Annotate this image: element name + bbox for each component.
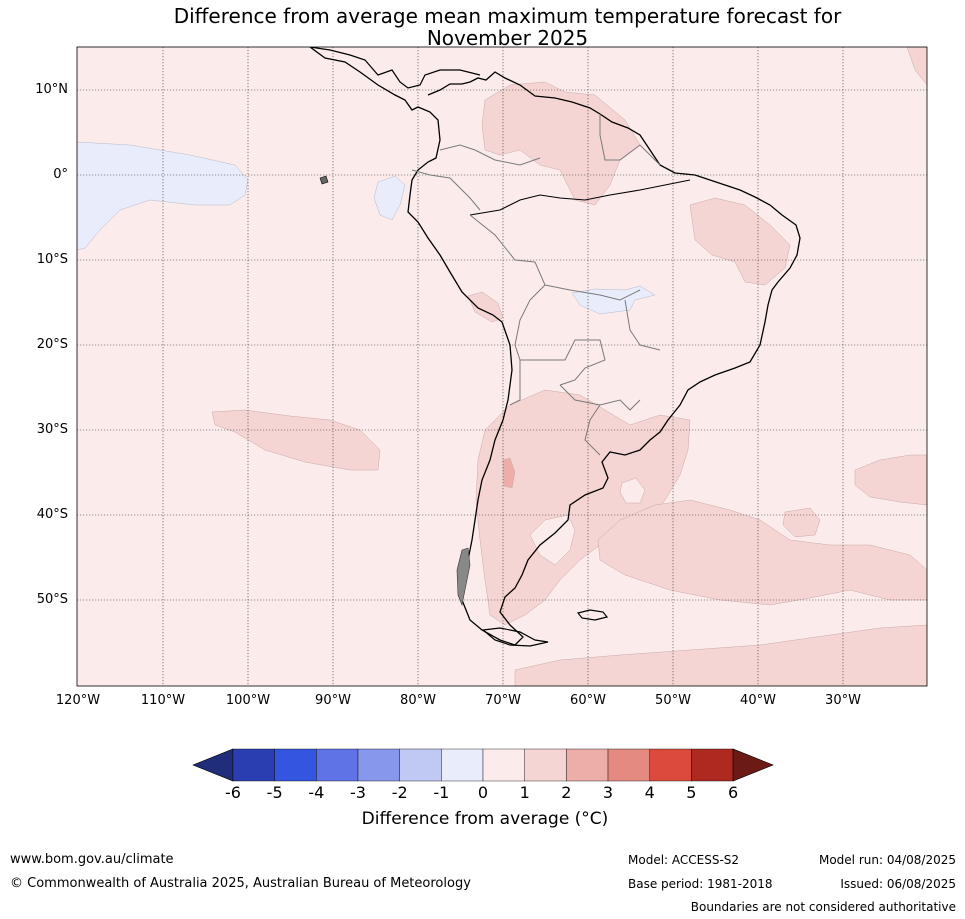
- colorbar-swatch: [524, 748, 567, 782]
- colorbar-swatch: [274, 748, 317, 782]
- colorbar-tick-label: 1: [519, 783, 530, 802]
- coastline-central-america: [309, 47, 481, 89]
- map-frame: [76, 46, 928, 687]
- colorbar-swatch: [357, 748, 400, 782]
- colorbar-tick-label: 5: [686, 783, 697, 802]
- lon-label-50w: 50°W: [655, 693, 691, 708]
- amazon-river: [469, 179, 691, 216]
- anomaly-region-warm-ne-corner: [906, 47, 927, 86]
- anomaly-region-warm-southern-ocean: [514, 624, 927, 686]
- colorbar-swatch: [232, 748, 275, 782]
- colorbar-tick-label: -2: [391, 783, 408, 802]
- anomaly-region-neutral-uruguay: [619, 477, 646, 504]
- anomaly-region-neutral-patagonia-east: [529, 514, 576, 566]
- lat-label-20s: 20°S: [36, 337, 68, 352]
- colorbar-extend-low: [192, 748, 234, 782]
- colorbar-tick-label: 3: [602, 783, 614, 802]
- country-boundaries: [411, 114, 661, 456]
- model-text: Model: ACCESS-S2: [628, 853, 740, 867]
- anomaly-region-warm-south-atlantic: [597, 499, 927, 606]
- colorbar-tick-label: -6: [225, 783, 241, 802]
- tierra-del-fuego: [481, 627, 549, 647]
- colorbar-tick-label: 6: [727, 783, 739, 802]
- colorbar-extend-high: [732, 748, 774, 782]
- anomaly-region-warm-pacific-30s: [211, 409, 381, 471]
- colorbar-swatches: [192, 748, 774, 782]
- anomaly-region-warm-venezuela: [481, 81, 641, 206]
- map-title: Difference from average mean maximum tem…: [0, 5, 965, 49]
- anomaly-region-cool-pacific: [77, 141, 249, 251]
- lat-label-10s: 10°S: [36, 252, 68, 267]
- colorbar-tick-label: -5: [266, 783, 283, 802]
- colorbar-swatch: [441, 748, 484, 782]
- colorbar-tick-label: -1: [433, 783, 450, 802]
- anomaly-region-warm-atlantic-42s: [782, 507, 821, 538]
- lat-label-50s: 50°S: [36, 592, 68, 607]
- galapagos-islands: [319, 175, 329, 185]
- colorbar-swatch: [649, 748, 692, 782]
- lat-label-0: 0°: [53, 167, 68, 182]
- lat-label-30s: 30°S: [36, 422, 68, 437]
- lon-label-90w: 90°W: [315, 693, 351, 708]
- anomaly-region-warm-brazil-ne: [689, 197, 791, 286]
- colorbar-tick-label: 4: [644, 783, 655, 802]
- colorbar-swatch: [316, 748, 359, 782]
- colorbar-swatch: [691, 748, 734, 782]
- colorbar-tick-label: 2: [561, 783, 572, 802]
- title-line-1: Difference from average mean maximum tem…: [173, 4, 842, 28]
- lon-label-120w: 120°W: [55, 693, 101, 708]
- colorbar-swatch: [482, 748, 525, 782]
- falkland-islands: [576, 609, 609, 621]
- lon-label-30w: 30°W: [825, 693, 861, 708]
- colorbar-label: Difference from average (°C): [361, 809, 609, 829]
- coastline-south-america: [309, 47, 801, 646]
- chile-archipelago: [456, 547, 471, 607]
- model-run-text: Model run: 04/08/2025: [818, 853, 956, 867]
- colorbar-tick-label: 0: [477, 783, 489, 802]
- lat-label-10n: 10°N: [35, 82, 68, 97]
- lon-label-100w: 100°W: [225, 693, 271, 708]
- copyright-text: © Commonwealth of Australia 2025, Austra…: [10, 876, 471, 891]
- lat-label-40s: 40°S: [36, 507, 68, 522]
- colorbar-tick-label: -3: [350, 783, 366, 802]
- anomaly-region-warm-atlantic-35s: [854, 454, 927, 506]
- disclaimer-text: Boundaries are not considered authoritat…: [690, 900, 956, 914]
- colorbar-tick-label: -4: [308, 783, 325, 802]
- lon-label-40w: 40°W: [740, 693, 776, 708]
- base-period-text: Base period: 1981-2018: [628, 877, 773, 891]
- colorbar-swatch: [399, 748, 442, 782]
- lon-label-60w: 60°W: [570, 693, 606, 708]
- title-line-2: November 2025: [426, 26, 589, 50]
- lon-label-70w: 70°W: [485, 693, 521, 708]
- colorbar-swatch: [607, 748, 650, 782]
- anomaly-region-cool-ecuador: [373, 175, 406, 221]
- colorbar-swatch: [566, 748, 609, 782]
- lon-label-80w: 80°W: [400, 693, 436, 708]
- anomaly-region-warmer-cordoba: [502, 457, 516, 489]
- graticule: [77, 47, 927, 686]
- website-text: www.bom.gov.au/climate: [10, 852, 174, 867]
- issued-text: Issued: 06/08/2025: [840, 877, 956, 891]
- lon-label-110w: 110°W: [140, 693, 186, 708]
